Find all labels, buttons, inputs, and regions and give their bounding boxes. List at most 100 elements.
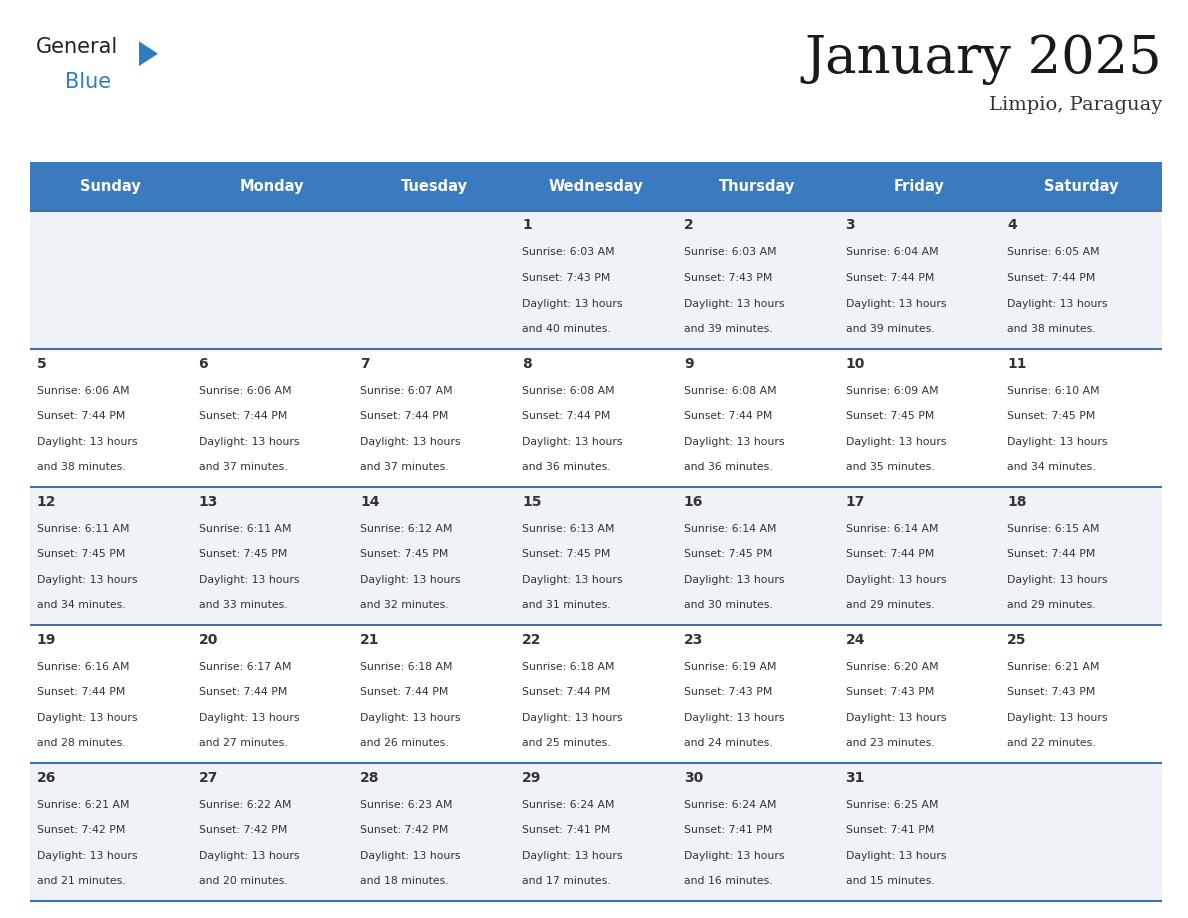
Text: Daylight: 13 hours: Daylight: 13 hours bbox=[684, 575, 784, 585]
Text: and 20 minutes.: and 20 minutes. bbox=[198, 877, 287, 887]
Text: and 18 minutes.: and 18 minutes. bbox=[360, 877, 449, 887]
Text: Sunrise: 6:16 AM: Sunrise: 6:16 AM bbox=[37, 662, 129, 672]
Bar bbox=[30, 625, 1162, 764]
Text: Daylight: 13 hours: Daylight: 13 hours bbox=[1007, 575, 1107, 585]
Text: Daylight: 13 hours: Daylight: 13 hours bbox=[37, 437, 138, 447]
Text: Blue: Blue bbox=[65, 72, 112, 92]
Text: and 27 minutes.: and 27 minutes. bbox=[198, 738, 287, 748]
Text: Daylight: 13 hours: Daylight: 13 hours bbox=[522, 575, 623, 585]
Text: Sunset: 7:44 PM: Sunset: 7:44 PM bbox=[684, 411, 772, 421]
Text: Sunset: 7:44 PM: Sunset: 7:44 PM bbox=[360, 411, 449, 421]
Text: and 38 minutes.: and 38 minutes. bbox=[37, 462, 126, 472]
Text: Sunrise: 6:08 AM: Sunrise: 6:08 AM bbox=[522, 386, 614, 396]
Text: 10: 10 bbox=[846, 356, 865, 371]
Text: Daylight: 13 hours: Daylight: 13 hours bbox=[198, 437, 299, 447]
Text: Sunset: 7:41 PM: Sunset: 7:41 PM bbox=[684, 825, 772, 835]
Text: Sunset: 7:45 PM: Sunset: 7:45 PM bbox=[360, 549, 449, 559]
Text: Sunset: 7:43 PM: Sunset: 7:43 PM bbox=[522, 273, 611, 283]
Text: 17: 17 bbox=[846, 495, 865, 509]
Text: Limpio, Paraguay: Limpio, Paraguay bbox=[988, 96, 1162, 115]
Text: Sunrise: 6:18 AM: Sunrise: 6:18 AM bbox=[522, 662, 614, 672]
Text: Saturday: Saturday bbox=[1044, 179, 1118, 195]
Text: 23: 23 bbox=[684, 633, 703, 646]
Text: 11: 11 bbox=[1007, 356, 1026, 371]
Text: Daylight: 13 hours: Daylight: 13 hours bbox=[198, 851, 299, 861]
Text: and 36 minutes.: and 36 minutes. bbox=[522, 462, 611, 472]
Text: Daylight: 13 hours: Daylight: 13 hours bbox=[846, 851, 946, 861]
Text: Daylight: 13 hours: Daylight: 13 hours bbox=[37, 575, 138, 585]
Text: and 37 minutes.: and 37 minutes. bbox=[360, 462, 449, 472]
Text: and 25 minutes.: and 25 minutes. bbox=[522, 738, 611, 748]
Text: Sunset: 7:44 PM: Sunset: 7:44 PM bbox=[37, 688, 125, 698]
Text: Sunset: 7:43 PM: Sunset: 7:43 PM bbox=[1007, 688, 1095, 698]
Text: 16: 16 bbox=[684, 495, 703, 509]
Text: Sunset: 7:45 PM: Sunset: 7:45 PM bbox=[37, 549, 125, 559]
Text: Sunrise: 6:18 AM: Sunrise: 6:18 AM bbox=[360, 662, 453, 672]
Text: Sunrise: 6:22 AM: Sunrise: 6:22 AM bbox=[198, 800, 291, 810]
Text: 29: 29 bbox=[522, 771, 542, 785]
Text: Sunrise: 6:08 AM: Sunrise: 6:08 AM bbox=[684, 386, 777, 396]
Text: and 24 minutes.: and 24 minutes. bbox=[684, 738, 772, 748]
Text: Daylight: 13 hours: Daylight: 13 hours bbox=[37, 712, 138, 722]
Text: and 17 minutes.: and 17 minutes. bbox=[522, 877, 611, 887]
Text: Daylight: 13 hours: Daylight: 13 hours bbox=[522, 298, 623, 308]
Text: Daylight: 13 hours: Daylight: 13 hours bbox=[360, 575, 461, 585]
Text: Sunset: 7:41 PM: Sunset: 7:41 PM bbox=[846, 825, 934, 835]
Text: and 16 minutes.: and 16 minutes. bbox=[684, 877, 772, 887]
Text: 14: 14 bbox=[360, 495, 380, 509]
Text: Sunday: Sunday bbox=[81, 179, 141, 195]
Text: Sunset: 7:44 PM: Sunset: 7:44 PM bbox=[360, 688, 449, 698]
Text: Daylight: 13 hours: Daylight: 13 hours bbox=[684, 298, 784, 308]
Text: 12: 12 bbox=[37, 495, 56, 509]
Text: January 2025: January 2025 bbox=[804, 34, 1162, 85]
Text: Daylight: 13 hours: Daylight: 13 hours bbox=[198, 712, 299, 722]
Text: Daylight: 13 hours: Daylight: 13 hours bbox=[522, 712, 623, 722]
Text: 15: 15 bbox=[522, 495, 542, 509]
Text: and 22 minutes.: and 22 minutes. bbox=[1007, 738, 1095, 748]
Text: Sunset: 7:45 PM: Sunset: 7:45 PM bbox=[684, 549, 772, 559]
Text: Sunset: 7:43 PM: Sunset: 7:43 PM bbox=[846, 688, 934, 698]
Text: Sunrise: 6:15 AM: Sunrise: 6:15 AM bbox=[1007, 523, 1100, 533]
Text: and 33 minutes.: and 33 minutes. bbox=[198, 600, 287, 610]
Text: Sunrise: 6:19 AM: Sunrise: 6:19 AM bbox=[684, 662, 776, 672]
Text: 8: 8 bbox=[522, 356, 532, 371]
Text: Sunrise: 6:06 AM: Sunrise: 6:06 AM bbox=[37, 386, 129, 396]
Text: Sunset: 7:44 PM: Sunset: 7:44 PM bbox=[198, 411, 287, 421]
Text: Sunrise: 6:03 AM: Sunrise: 6:03 AM bbox=[684, 248, 777, 257]
Bar bbox=[514, 162, 677, 211]
Text: Sunset: 7:41 PM: Sunset: 7:41 PM bbox=[522, 825, 611, 835]
Text: Sunrise: 6:25 AM: Sunrise: 6:25 AM bbox=[846, 800, 939, 810]
Text: Daylight: 13 hours: Daylight: 13 hours bbox=[1007, 298, 1107, 308]
Text: Wednesday: Wednesday bbox=[549, 179, 643, 195]
Text: Sunset: 7:44 PM: Sunset: 7:44 PM bbox=[1007, 273, 1095, 283]
Text: Sunset: 7:43 PM: Sunset: 7:43 PM bbox=[684, 273, 772, 283]
Text: Sunrise: 6:21 AM: Sunrise: 6:21 AM bbox=[1007, 662, 1100, 672]
Bar bbox=[191, 162, 353, 211]
Bar bbox=[353, 162, 514, 211]
Text: and 21 minutes.: and 21 minutes. bbox=[37, 877, 126, 887]
Text: Sunset: 7:44 PM: Sunset: 7:44 PM bbox=[846, 549, 934, 559]
Text: 13: 13 bbox=[198, 495, 217, 509]
Text: Sunset: 7:43 PM: Sunset: 7:43 PM bbox=[684, 688, 772, 698]
Text: 9: 9 bbox=[684, 356, 694, 371]
Text: Sunset: 7:45 PM: Sunset: 7:45 PM bbox=[846, 411, 934, 421]
Text: and 26 minutes.: and 26 minutes. bbox=[360, 738, 449, 748]
Text: Monday: Monday bbox=[240, 179, 304, 195]
Bar bbox=[30, 162, 191, 211]
Text: and 28 minutes.: and 28 minutes. bbox=[37, 738, 126, 748]
Text: and 34 minutes.: and 34 minutes. bbox=[37, 600, 126, 610]
Text: Sunrise: 6:04 AM: Sunrise: 6:04 AM bbox=[846, 248, 939, 257]
Text: Daylight: 13 hours: Daylight: 13 hours bbox=[37, 851, 138, 861]
Text: Sunset: 7:45 PM: Sunset: 7:45 PM bbox=[522, 549, 611, 559]
Text: Thursday: Thursday bbox=[719, 179, 796, 195]
Text: Sunrise: 6:10 AM: Sunrise: 6:10 AM bbox=[1007, 386, 1100, 396]
Text: 19: 19 bbox=[37, 633, 56, 646]
Text: Daylight: 13 hours: Daylight: 13 hours bbox=[522, 437, 623, 447]
Text: Daylight: 13 hours: Daylight: 13 hours bbox=[360, 851, 461, 861]
Text: Sunrise: 6:24 AM: Sunrise: 6:24 AM bbox=[522, 800, 614, 810]
Text: General: General bbox=[36, 37, 118, 57]
Text: Daylight: 13 hours: Daylight: 13 hours bbox=[198, 575, 299, 585]
Text: Sunset: 7:44 PM: Sunset: 7:44 PM bbox=[37, 411, 125, 421]
Text: Sunrise: 6:13 AM: Sunrise: 6:13 AM bbox=[522, 523, 614, 533]
Text: 31: 31 bbox=[846, 771, 865, 785]
